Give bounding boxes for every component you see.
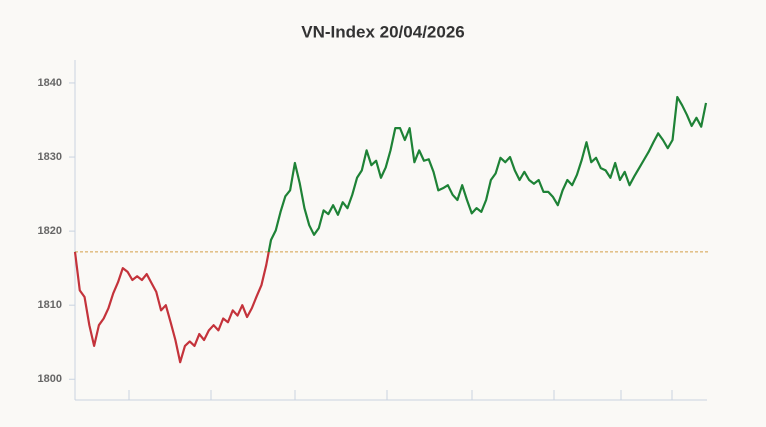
y-tick-label: 1800 [38,373,62,385]
y-tick-label: 1830 [38,151,62,163]
y-tick-label: 1810 [38,299,62,311]
y-tick-label: 1820 [38,225,62,237]
chart-title: VN-Index 20/04/2026 [301,22,464,41]
price-line [73,95,708,364]
y-tick-label: 1840 [38,77,62,89]
x-ticks [128,390,673,400]
